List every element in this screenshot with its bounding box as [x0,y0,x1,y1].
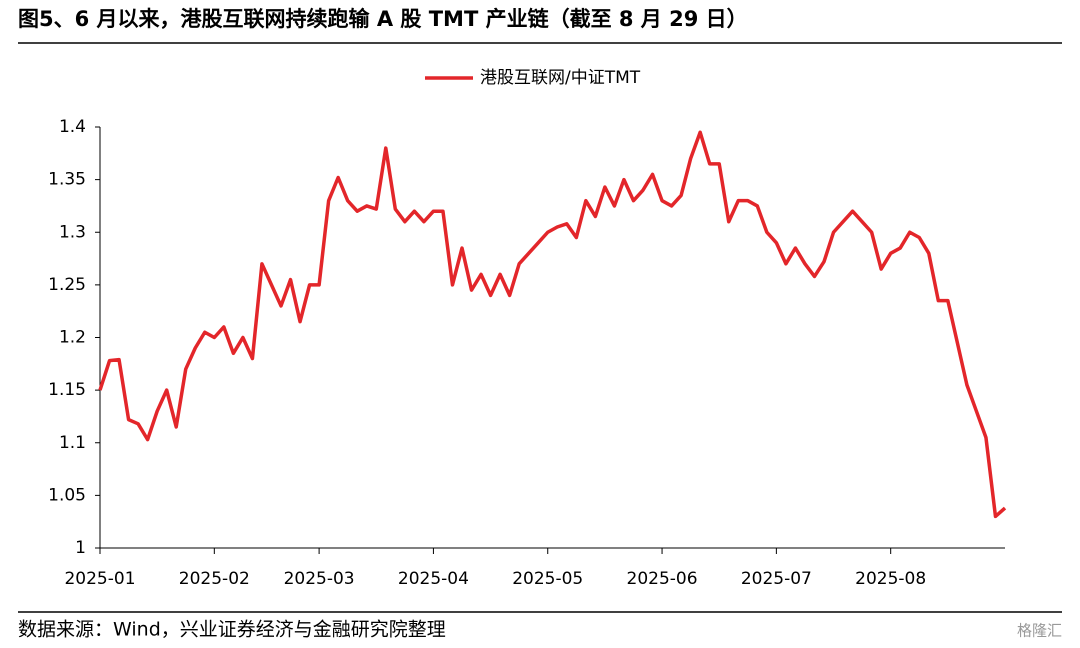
y-tick-label: 1.4 [59,117,86,137]
y-tick-label: 1.35 [48,170,86,190]
x-tick-label: 2025-02 [179,569,250,589]
chart-title: 图5、6 月以来，港股互联网持续跑输 A 股 TMT 产业链（截至 8 月 29… [18,7,748,31]
y-tick-label: 1.25 [48,275,86,295]
legend-label: 港股互联网/中证TMT [480,68,641,88]
y-tick-label: 1 [75,538,86,558]
x-tick-label: 2025-03 [284,569,355,589]
y-tick-label: 1.05 [48,485,86,505]
source-note: 数据来源：Wind，兴业证券经济与金融研究院整理 [18,619,446,641]
x-tick-label: 2025-06 [627,569,698,589]
x-tick-label: 2025-01 [64,569,135,589]
y-tick-label: 1.1 [59,433,86,453]
y-tick-label: 1.3 [59,222,86,242]
x-tick-label: 2025-08 [855,569,926,589]
x-tick-label: 2025-05 [512,569,583,589]
data-line [98,130,1007,519]
y-tick-label: 1.15 [48,380,86,400]
x-tick-label: 2025-04 [398,569,469,589]
y-tick-label: 1.2 [59,328,86,348]
watermark: 格隆汇 [1017,622,1062,640]
x-tick-label: 2025-07 [741,569,812,589]
